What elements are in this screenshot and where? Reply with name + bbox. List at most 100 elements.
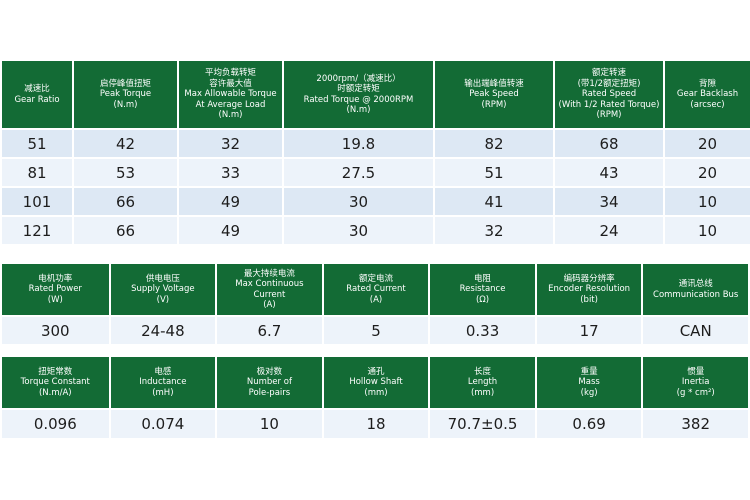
header-en: Rated Torque @ 2000RPM — [303, 94, 414, 105]
header-cn: 启停峰值扭矩 — [99, 78, 151, 89]
header-cn: 通讯总线 — [678, 279, 713, 289]
header-en: Gear Ratio — [14, 94, 60, 105]
header-cn: 极对数 — [256, 366, 283, 377]
cell-max-continuous-current: 6.7 — [217, 315, 322, 344]
table-row: 0.096 0.074 10 18 70.7±0.5 0.69 382 — [2, 408, 748, 438]
mechanical-table-header-row: 扭矩常数 Torque Constant (N.m/A) 电感 Inductan… — [2, 357, 748, 408]
cell-rated-speed: 68 — [555, 128, 663, 157]
cell-gear-backlash: 20 — [665, 128, 750, 157]
header-en: Max Allowable Torque — [184, 89, 277, 100]
header-en: Torque Constant — [20, 377, 90, 388]
header-cn: 通孔 — [367, 366, 385, 377]
gear-spec-table: 减速比 Gear Ratio 启停峰值扭矩 Peak Torque (N.m) … — [0, 61, 750, 244]
cell-communication-bus: CAN — [643, 315, 748, 344]
header-gear-backlash: 背隙 Gear Backlash (arcsec) — [665, 61, 750, 128]
header-gear-ratio: 减速比 Gear Ratio — [2, 61, 72, 128]
header-resistance: 电阻 Resistance (Ω) — [430, 264, 535, 315]
cell-inertia: 382 — [643, 408, 748, 438]
header-rated-current: 额定电流 Rated Current (A) — [323, 264, 429, 315]
header-cn: 编码器分辨率 — [563, 273, 615, 284]
header-en: Inductance — [139, 377, 187, 388]
header-cn: 容许最大值 — [209, 78, 252, 89]
header-en: Peak Speed — [469, 89, 519, 100]
header-en: Supply Voltage — [131, 284, 195, 295]
header-cn: 输出端峰值转速 — [464, 78, 524, 89]
cell-gear-backlash: 20 — [665, 157, 750, 186]
cell-gear-backlash: 10 — [665, 186, 750, 215]
header-en: At Average Load — [195, 99, 266, 110]
cell-rated-torque: 30 — [284, 215, 433, 244]
header-cn: 2000rpm/（减速比） — [316, 73, 401, 84]
header-unit: (N.m/A) — [38, 387, 72, 398]
header-rated-torque: 2000rpm/（减速比） 时额定转矩 Rated Torque @ 2000R… — [284, 61, 433, 128]
cell-encoder-resolution: 17 — [536, 315, 642, 344]
cell-peak-torque: 66 — [74, 186, 177, 215]
header-cn: 减速比 — [24, 84, 50, 94]
cell-rated-torque: 30 — [284, 186, 433, 215]
header-cn: 时额定转矩 — [337, 84, 380, 94]
header-rated-power: 电机功率 Rated Power (W) — [2, 264, 109, 315]
header-inertia: 惯量 Inertia (g * cm²) — [643, 357, 748, 408]
cell-gear-backlash: 10 — [665, 215, 750, 244]
header-encoder-resolution: 编码器分辨率 Encoder Resolution (bit) — [536, 264, 642, 315]
cell-peak-torque: 66 — [74, 215, 177, 244]
header-supply-voltage: 供电电压 Supply Voltage (V) — [110, 264, 216, 315]
header-cn: 扭矩常数 — [38, 366, 73, 377]
header-unit: (A) — [263, 300, 276, 310]
cell-rated-torque: 27.5 — [284, 157, 433, 186]
cell-supply-voltage: 24-48 — [110, 315, 216, 344]
header-max-continuous-current: 最大持续电流 Max Continuous Current (A) — [217, 264, 322, 315]
header-en: Peak Torque — [99, 89, 152, 100]
cell-max-allowable-torque: 33 — [179, 157, 282, 186]
header-unit: (V) — [156, 294, 170, 305]
cell-peak-speed: 32 — [435, 215, 553, 244]
header-cn: (带1/2额定扭矩) — [577, 78, 641, 89]
header-peak-torque: 启停峰值扭矩 Peak Torque (N.m) — [74, 61, 177, 128]
header-en: Hollow Shaft — [349, 377, 403, 388]
cell-gear-ratio: 101 — [2, 186, 72, 215]
table-row: 300 24-48 6.7 5 0.33 17 CAN — [2, 315, 748, 344]
header-cn: 长度 — [474, 366, 492, 377]
header-cn: 最大持续电流 — [243, 268, 295, 279]
cell-gear-ratio: 81 — [2, 157, 72, 186]
table-row: 81 53 33 27.5 51 43 20 — [2, 157, 750, 186]
header-cn: 额定转速 — [591, 68, 626, 79]
electrical-table-header-row: 电机功率 Rated Power (W) 供电电压 Supply Voltage… — [2, 264, 748, 315]
cell-max-allowable-torque: 32 — [179, 128, 282, 157]
header-en: Inertia — [681, 377, 710, 388]
table-row: 121 66 49 30 32 24 10 — [2, 215, 750, 244]
cell-pole-pairs: 10 — [217, 408, 322, 438]
cell-length: 70.7±0.5 — [430, 408, 535, 438]
header-length: 长度 Length (mm) — [430, 357, 535, 408]
cell-rated-current: 5 — [323, 315, 429, 344]
header-en: Rated Speed — [581, 89, 637, 100]
cell-torque-constant: 0.096 — [2, 408, 109, 438]
header-communication-bus: 通讯总线 Communication Bus — [643, 264, 748, 315]
header-unit: (N.m) — [346, 105, 371, 115]
header-hollow-shaft: 通孔 Hollow Shaft (mm) — [323, 357, 429, 408]
electrical-spec-table: 电机功率 Rated Power (W) 供电电压 Supply Voltage… — [0, 264, 750, 344]
header-unit: (kg) — [580, 387, 598, 398]
header-en: Max Continuous — [235, 279, 304, 289]
header-inductance: 电感 Inductance (mH) — [110, 357, 216, 408]
cell-rated-speed: 24 — [555, 215, 663, 244]
header-unit: (mm) — [364, 387, 388, 398]
cell-peak-speed: 82 — [435, 128, 553, 157]
header-en: Gear Backlash — [676, 89, 739, 100]
cell-peak-torque: 53 — [74, 157, 177, 186]
cell-peak-speed: 41 — [435, 186, 553, 215]
cell-gear-ratio: 121 — [2, 215, 72, 244]
header-torque-constant: 扭矩常数 Torque Constant (N.m/A) — [2, 357, 109, 408]
header-en: Mass — [578, 377, 600, 388]
cell-max-allowable-torque: 49 — [179, 215, 282, 244]
header-en: Pole-pairs — [248, 387, 291, 398]
header-cn: 背隙 — [698, 78, 716, 89]
header-unit: (arcsec) — [690, 99, 725, 110]
cell-peak-torque: 42 — [74, 128, 177, 157]
header-unit: (N.m) — [113, 99, 138, 110]
header-en: Length — [467, 377, 498, 388]
header-rated-speed: 额定转速 (带1/2额定扭矩) Rated Speed (With 1/2 Ra… — [555, 61, 663, 128]
header-en: Resistance — [459, 284, 506, 295]
cell-gear-ratio: 51 — [2, 128, 72, 157]
header-unit: (N.m) — [218, 110, 243, 121]
